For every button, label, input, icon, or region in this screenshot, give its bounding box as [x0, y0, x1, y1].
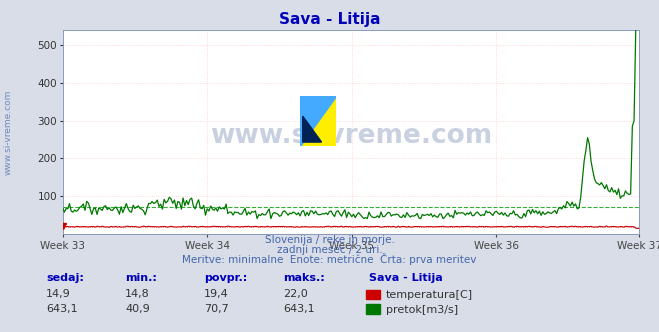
Text: povpr.:: povpr.: — [204, 273, 248, 283]
Text: Sava - Litija: Sava - Litija — [279, 12, 380, 27]
Polygon shape — [302, 116, 322, 142]
Text: sedaj:: sedaj: — [46, 273, 84, 283]
Text: maks.:: maks.: — [283, 273, 325, 283]
Text: 19,4: 19,4 — [204, 289, 229, 299]
Polygon shape — [300, 96, 336, 146]
Text: zadnji mesec / 2 uri.: zadnji mesec / 2 uri. — [277, 245, 382, 255]
Text: min.:: min.: — [125, 273, 157, 283]
Text: 40,9: 40,9 — [125, 304, 150, 314]
Text: Meritve: minimalne  Enote: metrične  Črta: prva meritev: Meritve: minimalne Enote: metrične Črta:… — [183, 253, 476, 265]
Text: 643,1: 643,1 — [283, 304, 315, 314]
Text: 643,1: 643,1 — [46, 304, 78, 314]
Text: www.si-vreme.com: www.si-vreme.com — [210, 123, 492, 149]
Text: Sava - Litija: Sava - Litija — [369, 273, 443, 283]
Text: Slovenija / reke in morje.: Slovenija / reke in morje. — [264, 235, 395, 245]
Text: 22,0: 22,0 — [283, 289, 308, 299]
Text: 70,7: 70,7 — [204, 304, 229, 314]
Text: 14,9: 14,9 — [46, 289, 71, 299]
Text: temperatura[C]: temperatura[C] — [386, 290, 473, 300]
Polygon shape — [300, 96, 336, 146]
Text: 14,8: 14,8 — [125, 289, 150, 299]
Text: www.si-vreme.com: www.si-vreme.com — [3, 90, 13, 176]
Text: pretok[m3/s]: pretok[m3/s] — [386, 305, 457, 315]
